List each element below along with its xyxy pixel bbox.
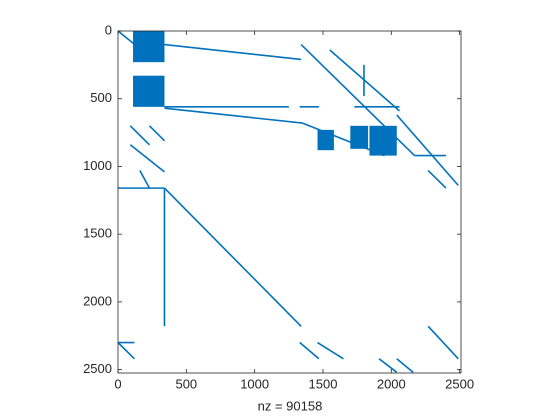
y-tick-label: 1000	[83, 158, 112, 173]
y-tick-label: 1500	[83, 226, 112, 241]
x-tick-label: 2500	[445, 376, 474, 391]
nonzero-segment	[163, 187, 302, 327]
nonzero-block	[133, 75, 165, 107]
y-tick-label: 500	[90, 90, 112, 105]
x-tick-label: 1000	[240, 376, 269, 391]
nonzero-segment	[164, 43, 302, 61]
x-tick-label: 1500	[309, 376, 338, 391]
nonzero-segment	[427, 325, 459, 360]
x-axis-label: nz = 90158	[258, 398, 323, 413]
nonzero-segment	[117, 341, 135, 360]
nonzero-segment	[117, 30, 141, 50]
y-tick-label: 2500	[83, 361, 112, 376]
nonzero-segment	[164, 107, 303, 124]
nonzero-segment	[378, 358, 398, 373]
nonzero-segment	[129, 144, 165, 173]
nonzero-segment	[129, 125, 150, 146]
y-tick-label: 2000	[83, 293, 112, 308]
nonzero-segment	[427, 169, 447, 189]
nonzero-block	[317, 129, 334, 151]
nonzero-segment	[396, 358, 414, 373]
nonzero-segment	[299, 341, 320, 360]
nonzero-segment	[317, 341, 344, 360]
x-tick-label: 500	[175, 376, 197, 391]
x-tick-label: 0	[114, 376, 121, 391]
nonzero-segment	[300, 43, 416, 157]
axes-box	[117, 30, 462, 374]
nonzero-segment	[148, 125, 166, 142]
y-tick-label: 0	[105, 22, 112, 37]
nonzero-segment	[139, 170, 151, 189]
x-tick-label: 2000	[377, 376, 406, 391]
nonzero-segment	[302, 122, 385, 157]
nonzero-segment	[396, 114, 459, 186]
